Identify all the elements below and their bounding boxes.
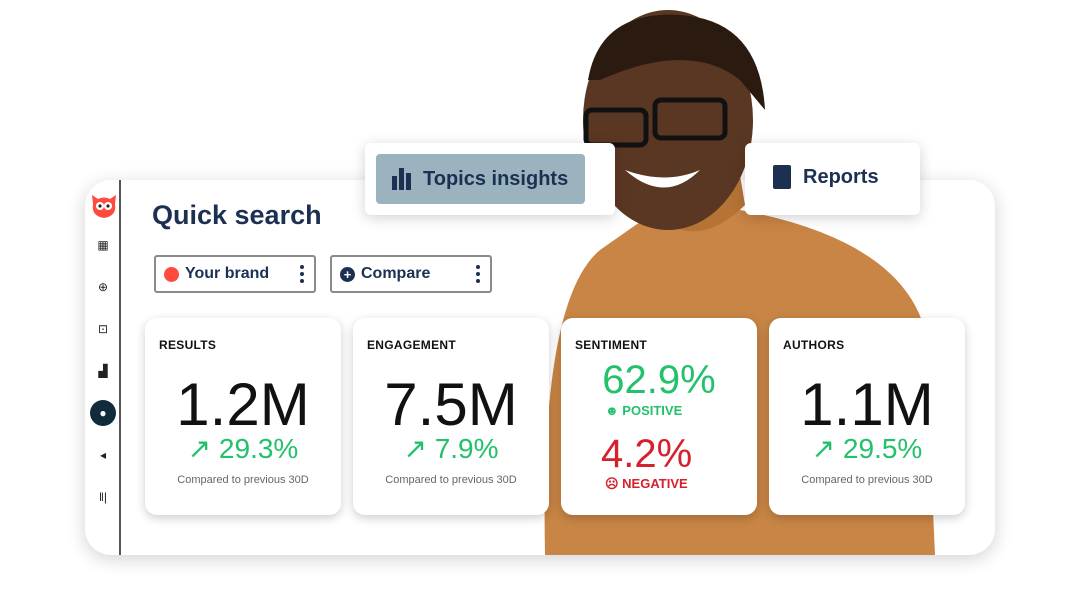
card-label: SENTIMENT [575, 338, 648, 352]
engagement-card: ENGAGEMENT 7.5M ↗ 7.9% Compared to previ… [353, 318, 549, 515]
owl-logo[interactable] [89, 192, 119, 220]
compare-selector[interactable]: + Compare [330, 255, 492, 293]
negative-label: ☹ NEGATIVE [605, 476, 688, 491]
compare-label: Compare [361, 265, 431, 282]
more-options-icon[interactable] [476, 265, 480, 283]
arrow-up-right-icon: ↗ [811, 433, 843, 464]
frown-icon: ☹ [605, 476, 623, 491]
card-change: ↗ 29.3% [187, 433, 299, 464]
brand-selector[interactable]: Your brand [154, 255, 316, 293]
reports-tab-card: Reports [745, 143, 920, 215]
report-document-icon [773, 165, 791, 189]
calendar-icon[interactable]: ▦ [97, 238, 109, 252]
plus-circle-icon: + [340, 266, 355, 282]
tab-topics-insights[interactable]: Topics insights [376, 154, 585, 204]
card-value: 7.5M [384, 371, 518, 438]
analytics-icon[interactable]: ▟ [98, 364, 108, 378]
card-value: 1.1M [800, 371, 934, 438]
results-card: RESULTS 1.2M ↗ 29.3% Compared to previou… [145, 318, 341, 515]
card-change: ↗ 29.5% [811, 433, 923, 464]
positive-label: ☻ POSITIVE [605, 403, 683, 418]
sound-bars-icon[interactable]: ‖| [98, 490, 108, 504]
card-label: RESULTS [159, 338, 217, 352]
lightbulb-icon[interactable]: ● [90, 400, 116, 426]
positive-value: 62.9% [602, 358, 716, 402]
sentiment-card: SENTIMENT 62.9% ☻ POSITIVE 4.2% ☹ NEGATI… [561, 318, 757, 515]
card-label: AUTHORS [783, 338, 845, 352]
card-compare: Compared to previous 30D [385, 474, 517, 486]
arrow-up-right-icon: ↗ [187, 433, 219, 464]
tab-label: Reports [803, 165, 879, 188]
more-options-icon[interactable] [300, 265, 304, 283]
megaphone-icon[interactable]: ◂ [99, 448, 107, 462]
authors-card: AUTHORS 1.1M ↗ 29.5% Compared to previou… [769, 318, 965, 515]
card-label: ENGAGEMENT [367, 338, 457, 352]
tab-label: Topics insights [423, 167, 569, 190]
bar-chart-icon [392, 168, 411, 190]
topics-tab-card: Topics insights [365, 143, 615, 215]
card-value: 1.2M [176, 371, 310, 438]
plus-circle-icon[interactable]: ⊕ [97, 280, 109, 294]
smile-icon: ☻ [605, 403, 623, 418]
tab-reports[interactable]: Reports [773, 165, 879, 189]
brand-label: Your brand [185, 265, 270, 282]
card-compare: Compared to previous 30D [801, 474, 933, 486]
arrow-up-right-icon: ↗ [403, 433, 435, 464]
sidebar: ▦ ⊕ ⊡ ▟ ● ◂ ‖| [85, 180, 121, 555]
brand-dot-icon [164, 266, 179, 282]
page-title: Quick search [152, 200, 322, 230]
card-compare: Compared to previous 30D [177, 474, 309, 486]
inbox-icon[interactable]: ⊡ [97, 322, 109, 336]
card-change: ↗ 7.9% [403, 433, 499, 464]
negative-value: 4.2% [601, 432, 693, 476]
